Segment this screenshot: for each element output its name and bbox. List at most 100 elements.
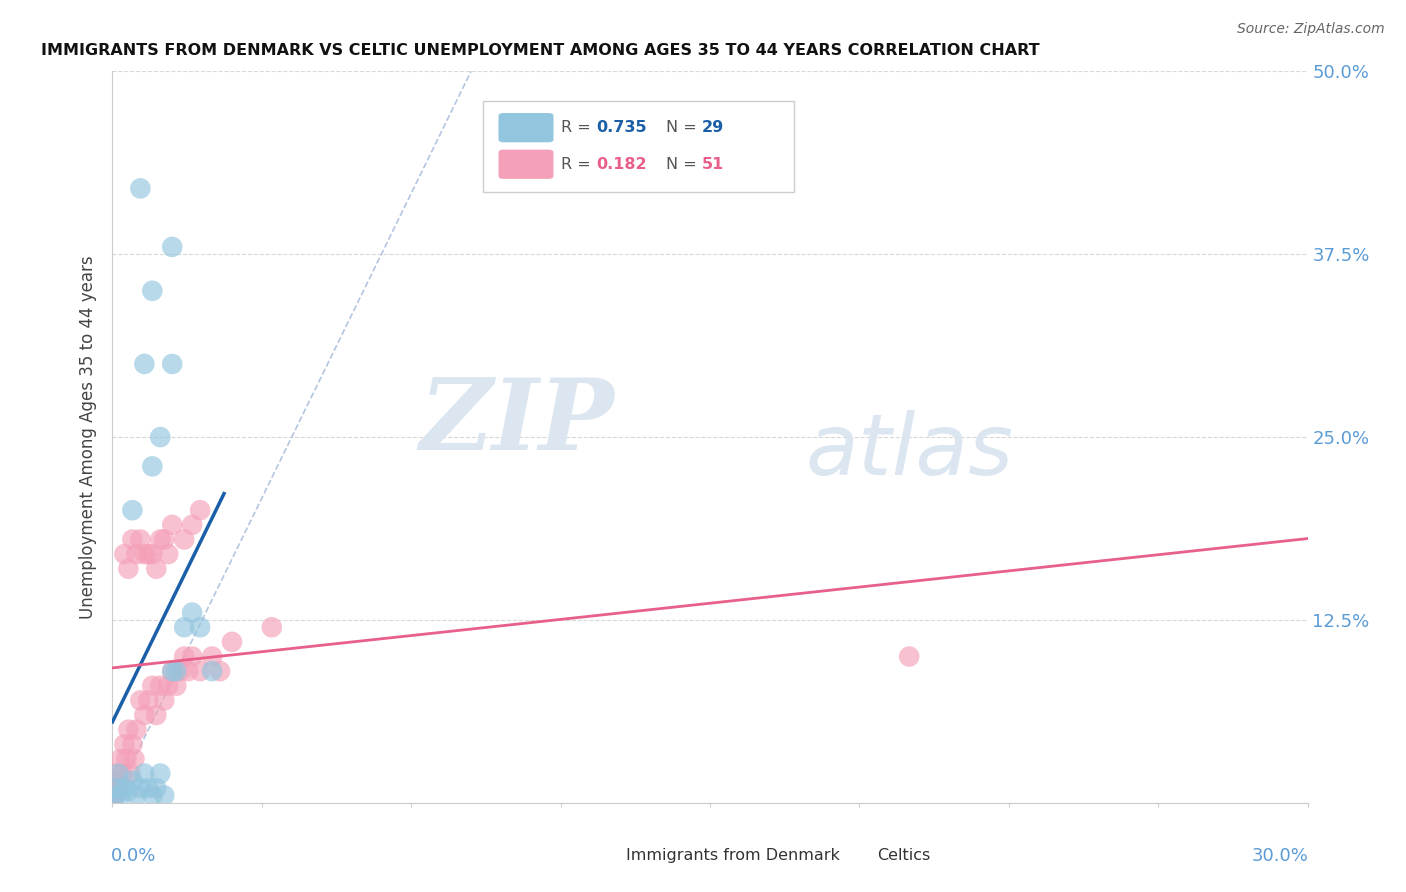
Point xyxy=(129,693,152,707)
Text: Celtics: Celtics xyxy=(877,848,931,863)
Point xyxy=(165,664,187,678)
Point xyxy=(129,533,152,547)
Point xyxy=(153,533,176,547)
Point xyxy=(201,649,224,664)
Point xyxy=(129,181,152,195)
FancyBboxPatch shape xyxy=(499,113,554,143)
Point xyxy=(103,789,125,803)
Point xyxy=(173,533,195,547)
Point xyxy=(129,781,152,796)
Point xyxy=(145,781,167,796)
Point xyxy=(141,459,163,474)
Point xyxy=(153,789,176,803)
Text: Source: ZipAtlas.com: Source: ZipAtlas.com xyxy=(1237,22,1385,37)
Point xyxy=(173,620,195,634)
Point xyxy=(138,693,160,707)
Text: atlas: atlas xyxy=(806,410,1014,493)
Point xyxy=(221,635,243,649)
Point xyxy=(177,664,200,678)
Point xyxy=(121,503,143,517)
Point xyxy=(162,357,183,371)
Point xyxy=(201,664,224,678)
Point xyxy=(149,430,172,444)
Point xyxy=(162,664,183,678)
Point xyxy=(121,533,143,547)
Point xyxy=(117,784,139,798)
Point xyxy=(105,781,128,796)
Point xyxy=(145,562,167,576)
Point xyxy=(103,781,125,796)
Point xyxy=(173,649,195,664)
Point xyxy=(117,562,139,576)
Text: 51: 51 xyxy=(702,157,724,172)
Point xyxy=(121,737,143,751)
Point xyxy=(110,752,132,766)
Point xyxy=(111,766,134,780)
Text: ZIP: ZIP xyxy=(419,375,614,471)
Point xyxy=(165,679,187,693)
Point xyxy=(260,620,283,634)
Point xyxy=(114,781,135,796)
Point xyxy=(115,752,138,766)
Point xyxy=(138,781,160,796)
Point xyxy=(169,664,191,678)
Point xyxy=(141,284,163,298)
Point xyxy=(107,781,129,796)
Point xyxy=(157,679,180,693)
Text: R =: R = xyxy=(561,120,596,136)
Point xyxy=(124,752,146,766)
Point xyxy=(149,533,172,547)
Point xyxy=(145,708,167,723)
Point xyxy=(162,664,183,678)
Point xyxy=(134,357,156,371)
Point xyxy=(162,517,183,532)
Point xyxy=(181,606,204,620)
Point xyxy=(209,664,232,678)
Point xyxy=(121,773,143,788)
Point xyxy=(181,649,204,664)
Point xyxy=(114,737,135,751)
Point xyxy=(125,723,148,737)
Text: 30.0%: 30.0% xyxy=(1251,847,1309,864)
Point xyxy=(104,789,127,803)
Point xyxy=(188,503,211,517)
Point xyxy=(153,693,176,707)
Text: N =: N = xyxy=(666,120,702,136)
Text: R =: R = xyxy=(561,157,596,172)
Point xyxy=(105,773,128,788)
FancyBboxPatch shape xyxy=(484,101,794,192)
Text: 29: 29 xyxy=(702,120,724,136)
Point xyxy=(134,547,156,561)
Point xyxy=(141,679,163,693)
Point xyxy=(107,766,129,780)
Point xyxy=(125,547,148,561)
Point xyxy=(141,547,163,561)
Point xyxy=(134,708,156,723)
Point xyxy=(149,766,172,780)
Point xyxy=(105,766,128,780)
Point xyxy=(149,679,172,693)
Text: N =: N = xyxy=(666,157,702,172)
Point xyxy=(138,547,160,561)
Point xyxy=(157,547,180,561)
Point xyxy=(120,766,142,780)
Text: 0.182: 0.182 xyxy=(596,157,647,172)
Text: 0.735: 0.735 xyxy=(596,120,647,136)
Point xyxy=(181,517,204,532)
Point xyxy=(134,766,156,780)
Text: 0.0%: 0.0% xyxy=(111,847,156,864)
Text: IMMIGRANTS FROM DENMARK VS CELTIC UNEMPLOYMENT AMONG AGES 35 TO 44 YEARS CORRELA: IMMIGRANTS FROM DENMARK VS CELTIC UNEMPL… xyxy=(41,43,1039,58)
Point xyxy=(114,547,135,561)
Point xyxy=(141,789,163,803)
Point xyxy=(898,649,921,664)
Point xyxy=(104,789,127,803)
FancyBboxPatch shape xyxy=(832,846,873,866)
FancyBboxPatch shape xyxy=(581,846,621,866)
Point xyxy=(110,789,132,803)
Point xyxy=(117,723,139,737)
Point xyxy=(125,789,148,803)
Point xyxy=(188,664,211,678)
Point xyxy=(188,620,211,634)
FancyBboxPatch shape xyxy=(499,150,554,179)
Y-axis label: Unemployment Among Ages 35 to 44 years: Unemployment Among Ages 35 to 44 years xyxy=(79,255,97,619)
